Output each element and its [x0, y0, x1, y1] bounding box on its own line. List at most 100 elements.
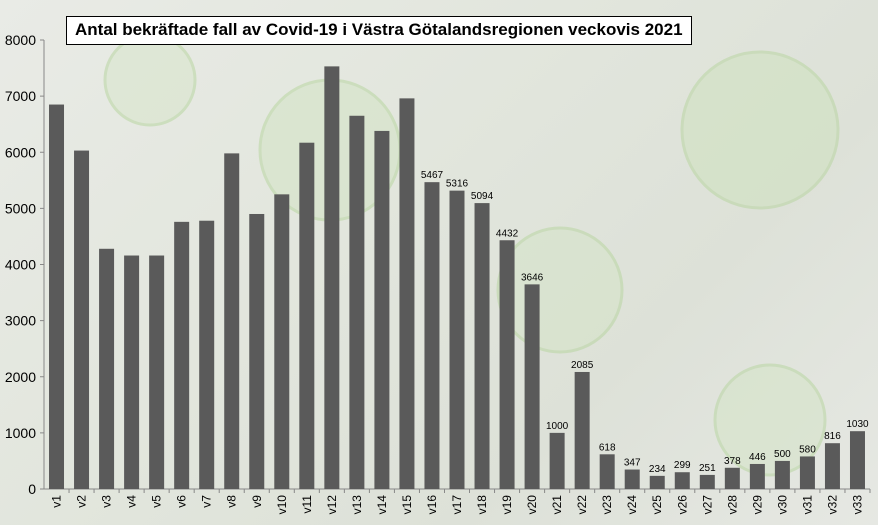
data-label: 378	[724, 456, 741, 467]
x-tick-label: v1	[50, 495, 64, 508]
y-tick-label: 2000	[5, 369, 36, 385]
bar-v17	[449, 190, 465, 489]
bar-v5	[149, 255, 165, 489]
x-tick-label: v9	[250, 495, 264, 508]
y-tick-label: 3000	[5, 313, 36, 329]
x-tick-label: v2	[75, 495, 89, 508]
y-tick-label: 4000	[5, 257, 36, 273]
bar-v24	[624, 469, 640, 489]
x-tick-label: v14	[375, 495, 389, 515]
data-label: 5094	[471, 191, 494, 202]
bar-v27	[699, 474, 715, 489]
x-tick-label: v8	[225, 495, 239, 508]
bar-v31	[799, 456, 815, 489]
x-tick-label: v19	[500, 495, 514, 515]
bar-v18	[474, 203, 490, 489]
bar-v25	[649, 475, 665, 489]
bars-group	[49, 66, 865, 490]
x-tick-label: v24	[625, 495, 639, 515]
bar-v21	[549, 432, 565, 489]
x-tick-label: v16	[425, 495, 439, 515]
data-label: 3646	[521, 272, 544, 283]
data-label: 5467	[421, 170, 444, 181]
data-label: 251	[699, 463, 716, 474]
y-tick-label: 6000	[5, 144, 36, 160]
bar-v23	[599, 454, 615, 489]
x-tick-label: v30	[775, 495, 789, 515]
background-decoration	[103, 33, 840, 477]
x-tick-label: v10	[275, 495, 289, 515]
bar-v7	[199, 220, 215, 489]
data-label: 347	[624, 458, 641, 469]
bar-v22	[574, 371, 590, 489]
data-label: 1030	[846, 419, 869, 430]
x-tick-label: v13	[350, 495, 364, 515]
x-tick-label: v7	[200, 495, 214, 508]
bar-v33	[849, 431, 865, 489]
data-label: 816	[824, 431, 841, 442]
y-tick-label: 8000	[5, 32, 36, 48]
bar-v26	[674, 472, 690, 489]
bar-v15	[399, 98, 415, 490]
x-tick-label: v5	[150, 495, 164, 508]
bar-v10	[274, 194, 290, 489]
bar-v9	[249, 213, 265, 490]
y-tick-label: 7000	[5, 88, 36, 104]
x-tick-label: v18	[475, 495, 489, 515]
x-tick-label: v27	[700, 495, 714, 515]
x-tick-label: v15	[400, 495, 414, 515]
x-tick-label: v33	[850, 495, 864, 515]
y-tick-label: 1000	[5, 425, 36, 441]
bar-v19	[499, 240, 515, 489]
bar-v14	[374, 130, 390, 490]
bar-v13	[349, 115, 365, 490]
data-label: 1000	[546, 421, 569, 432]
data-label: 2085	[571, 360, 594, 371]
bar-v30	[774, 460, 790, 489]
x-tick-label: v25	[650, 495, 664, 515]
data-label: 446	[749, 452, 766, 463]
x-tick-label: v20	[525, 495, 539, 515]
bar-v1	[49, 104, 65, 489]
virus-illustration	[103, 33, 840, 477]
bar-v12	[324, 66, 340, 489]
data-label: 500	[774, 449, 791, 460]
x-tick-label: v3	[100, 495, 114, 508]
x-tick-label: v11	[300, 495, 314, 514]
x-tick-label: v26	[675, 495, 689, 515]
bar-v2	[74, 150, 90, 489]
x-tick-label: v4	[125, 495, 139, 508]
data-label: 234	[649, 464, 666, 475]
data-label: 5316	[446, 179, 469, 190]
bar-v20	[524, 284, 540, 489]
bar-v16	[424, 182, 440, 490]
x-tick-label: v28	[725, 495, 739, 515]
data-label: 580	[799, 444, 816, 455]
y-tick-label: 5000	[5, 200, 36, 216]
chart-title: Antal bekräftade fall av Covid-19 i Väst…	[66, 16, 692, 45]
bar-v3	[99, 248, 115, 489]
x-tick-label: v32	[825, 495, 839, 515]
bar-v29	[749, 463, 765, 489]
x-tick-label: v17	[450, 495, 464, 515]
x-tick-label: v31	[800, 495, 814, 515]
x-tick-label: v6	[175, 495, 189, 508]
y-axis-ticks: 0 1000 2000 3000 4000 5000 6000 7000 8000	[5, 32, 44, 497]
x-tick-label: v23	[600, 495, 614, 515]
x-tick-label: v12	[325, 495, 339, 515]
x-tick-label: v29	[750, 495, 764, 515]
y-tick-label: 0	[28, 481, 36, 497]
x-tick-label: v21	[550, 495, 564, 515]
bar-v6	[174, 221, 190, 489]
data-label: 299	[674, 460, 691, 471]
data-label: 4432	[496, 228, 519, 239]
bar-v4	[124, 255, 140, 489]
x-tick-label: v22	[575, 495, 589, 515]
data-label: 618	[599, 442, 616, 453]
bar-v11	[299, 142, 315, 490]
bar-v28	[724, 467, 740, 489]
x-axis-ticks: v1 v2 v3 v4 v5 v6 v7 v8 v9 v10 v11 v12 v13 v14 v15 v16 v…	[50, 489, 871, 515]
